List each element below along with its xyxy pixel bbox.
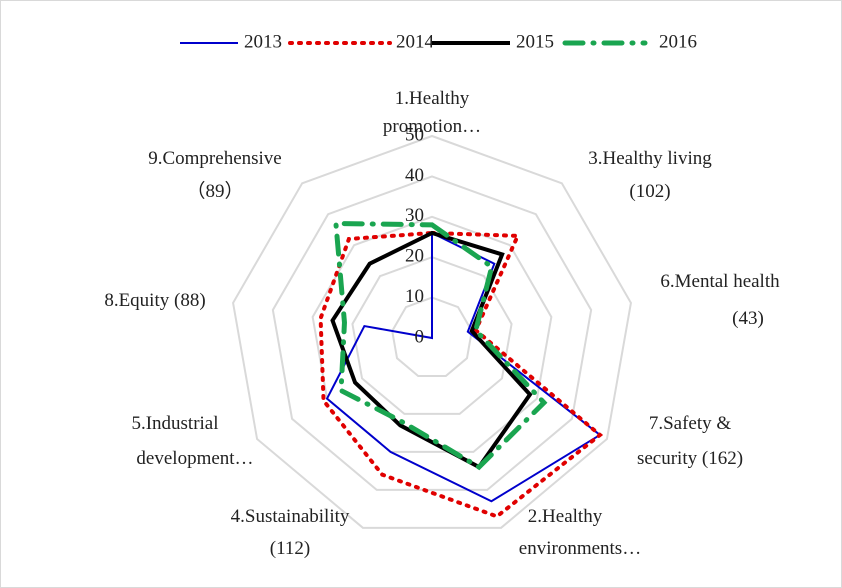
legend-label: 2015 <box>516 31 554 52</box>
category-label: 8.Equity (88) <box>104 290 205 311</box>
y-tick-label: 50 <box>405 124 424 145</box>
category-label: 6.Mental health (43) <box>660 271 780 329</box>
y-tick-label: 40 <box>405 165 424 186</box>
series-line <box>318 230 604 519</box>
grid-ring <box>271 175 593 491</box>
grid-ring <box>232 134 632 529</box>
category-label: 9.Comprehensive （89） <box>148 148 282 202</box>
series-line <box>325 231 602 503</box>
legend-label: 2014 <box>396 31 435 52</box>
y-tick-label: 20 <box>405 246 424 267</box>
category-label: 4.Sustainability (112) <box>231 506 350 559</box>
category-label: 2.Healthy environments… <box>519 506 641 559</box>
category-label: 3.Healthy living (102) <box>588 148 712 202</box>
series-line <box>333 220 548 471</box>
y-tick-label: 10 <box>405 286 424 307</box>
category-label: 7.Safety & security (162) <box>637 413 743 469</box>
category-label: 5.Industrial development… <box>131 413 253 469</box>
legend-label: 2016 <box>659 31 697 52</box>
y-tick-label: 30 <box>405 205 424 226</box>
grid-ring <box>351 256 513 415</box>
series-line <box>330 230 533 470</box>
legend-label: 2013 <box>244 31 282 52</box>
y-tick-label: 0 <box>415 326 425 347</box>
category-label: 1.Healthy promotion… <box>383 88 481 137</box>
grid-ring <box>391 296 473 377</box>
